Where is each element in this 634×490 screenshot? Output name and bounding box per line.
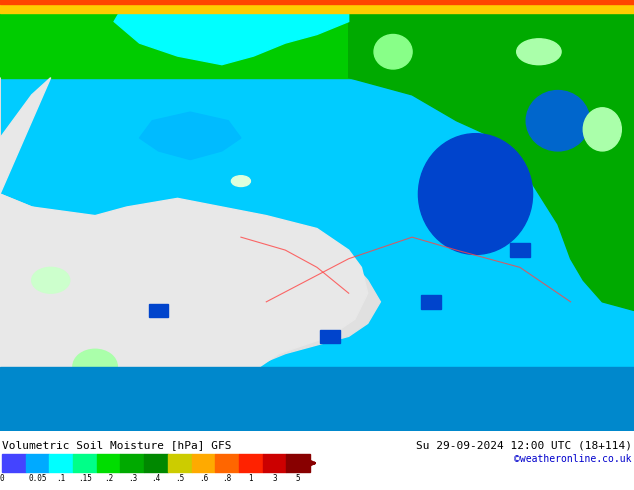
Ellipse shape [231,176,250,187]
Bar [215,454,239,472]
Text: .3: .3 [127,474,137,483]
Polygon shape [0,77,380,431]
Bar [49,454,73,472]
Bar [120,454,144,472]
Bar [0,367,634,431]
Ellipse shape [374,34,412,69]
Text: .5: .5 [175,474,184,483]
Polygon shape [349,0,634,311]
Ellipse shape [73,349,117,384]
Text: .6: .6 [199,474,208,483]
Bar [287,454,310,472]
Bar [168,454,191,472]
Polygon shape [0,77,368,431]
Bar [73,454,97,472]
Text: .1: .1 [56,474,66,483]
Text: 1: 1 [249,474,253,483]
Bar [0,0,634,77]
Text: 5: 5 [296,474,301,483]
Bar [191,454,215,472]
Ellipse shape [418,134,533,254]
Text: 3: 3 [272,474,277,483]
Text: ©weatheronline.co.uk: ©weatheronline.co.uk [515,454,632,464]
Text: Volumetric Soil Moisture [hPa] GFS: Volumetric Soil Moisture [hPa] GFS [2,440,231,450]
Bar [97,454,120,472]
Bar [0,4,634,13]
Text: .8: .8 [223,474,231,483]
Polygon shape [139,112,241,160]
Bar [0,0,634,4]
Bar [2,454,26,472]
Bar [262,454,287,472]
Bar [26,454,49,472]
Ellipse shape [526,91,590,151]
Text: .15: .15 [78,474,92,483]
Text: Su 29-09-2024 12:00 UTC (18+114): Su 29-09-2024 12:00 UTC (18+114) [416,440,632,450]
Ellipse shape [32,268,70,293]
Text: .2: .2 [104,474,113,483]
Ellipse shape [583,108,621,151]
Ellipse shape [517,39,561,65]
Text: 0.05: 0.05 [29,474,47,483]
Text: 0: 0 [0,474,4,483]
Polygon shape [114,0,349,65]
Bar [144,454,168,472]
Bar [239,454,262,472]
Text: .4: .4 [152,474,160,483]
